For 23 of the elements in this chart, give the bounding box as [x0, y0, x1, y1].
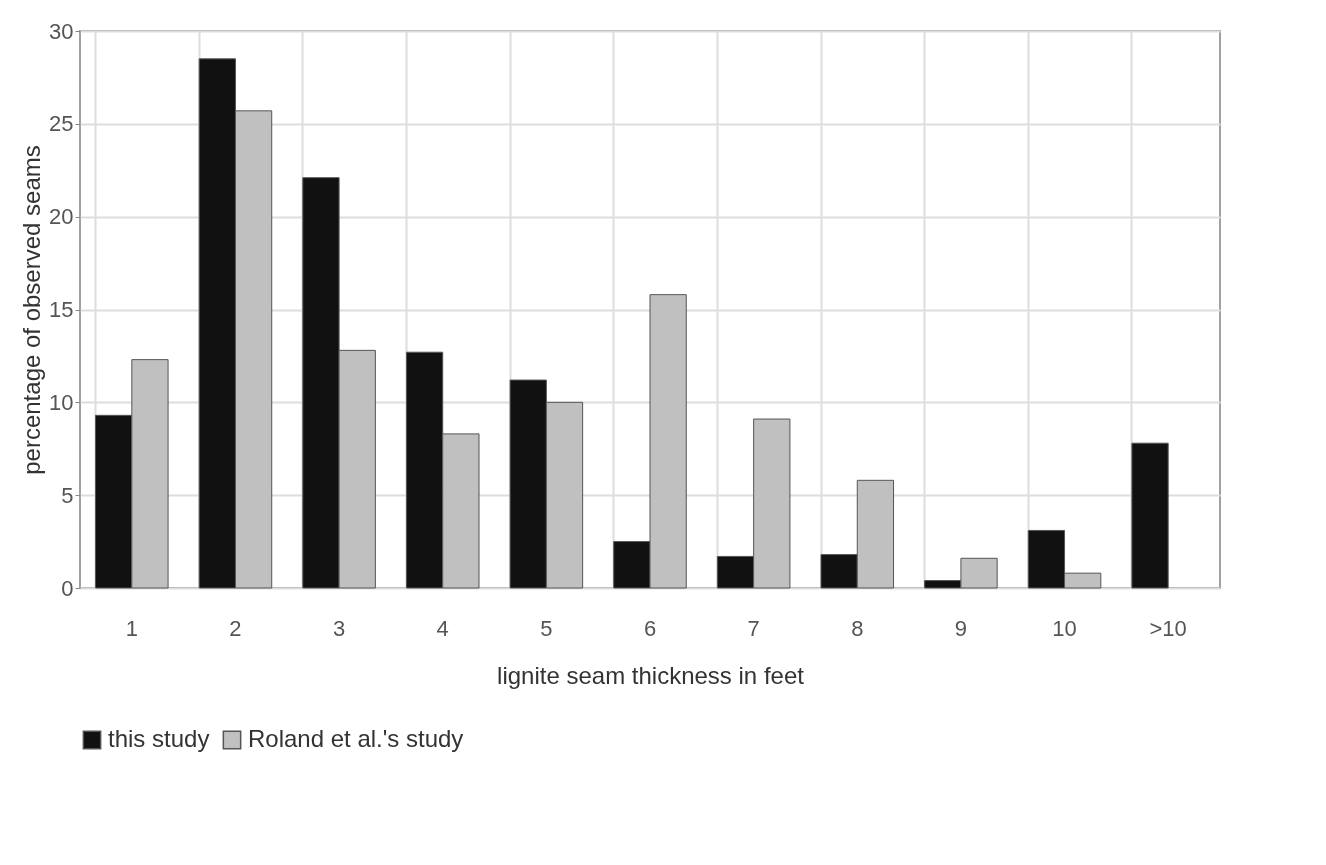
x-tick-label: 5: [540, 615, 553, 641]
y-tick-label: 20: [49, 204, 74, 230]
x-tick-label: 6: [643, 615, 657, 641]
x-tick-label: 3: [332, 615, 346, 641]
y-tick-label: 10: [49, 389, 74, 415]
x-tick-label: 2: [229, 615, 242, 641]
x-tick-label: 7: [747, 615, 760, 641]
y-tick-label: 15: [49, 297, 74, 322]
x-tick-label: 1: [125, 615, 138, 641]
x-tick-label: 10: [1052, 615, 1077, 641]
y-tick-label: 0: [61, 575, 74, 601]
legend-label: this study: [108, 725, 210, 752]
legend-label: Roland et al.'s study: [248, 725, 464, 752]
x-tick-label: 8: [851, 615, 864, 641]
y-axis-title: percentage of observed seams: [18, 145, 46, 475]
y-tick-label: 30: [49, 18, 74, 44]
y-tick-label: 25: [49, 111, 74, 137]
bar: [1131, 442, 1169, 589]
x-tick-label: 9: [954, 615, 968, 641]
y-tick-label: 5: [61, 482, 74, 508]
x-axis-title: lignite seam thickness in feet: [497, 661, 805, 689]
x-tick-label: >10: [1149, 615, 1187, 641]
x-tick-label: 4: [436, 615, 449, 641]
